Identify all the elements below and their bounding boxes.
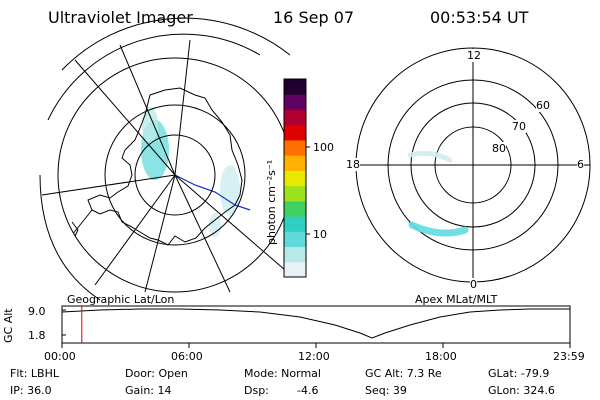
lat-70-label: 70 xyxy=(512,120,526,133)
mlt-6-label: 6 xyxy=(577,158,584,171)
aurora-oval-polar-faint xyxy=(407,150,453,163)
colorbar-stripe xyxy=(284,124,306,141)
orbit-trace xyxy=(174,174,251,211)
gain-info: Gain: 14 xyxy=(125,384,172,397)
seq-info: Seq: 39 xyxy=(365,384,407,397)
colorbar-stripe xyxy=(284,79,306,95)
ip-info: IP: 36.0 xyxy=(10,384,52,397)
aurora-emission-geo-2 xyxy=(142,107,158,143)
mlt-18-label: 18 xyxy=(346,158,360,171)
altitude-axis-label: GC Alt xyxy=(2,308,15,343)
colorbar-stripe xyxy=(284,109,306,126)
color-bar xyxy=(283,78,310,278)
filter-info: Flt: LBHL xyxy=(10,367,59,380)
colorbar-tick-100: 100 xyxy=(313,141,334,154)
time-tick-0: 00:00 xyxy=(44,350,76,363)
glat-info: GLat: -79.9 xyxy=(488,367,550,380)
colorbar-tick-10: 10 xyxy=(313,228,327,241)
colorbar-stripe xyxy=(284,155,306,171)
colorbar-stripe xyxy=(284,261,306,278)
dsp-label: Dsp: xyxy=(244,384,269,397)
lat-80-label: 80 xyxy=(492,142,506,155)
colorbar-stripe xyxy=(284,139,306,156)
colorbar-stripe xyxy=(284,216,306,232)
instrument-title: Ultraviolet Imager xyxy=(48,8,193,27)
date-label: 16 Sep 07 xyxy=(273,8,355,27)
time-label: 00:53:54 UT xyxy=(430,8,529,27)
colorbar-stripe xyxy=(284,246,306,263)
colorbar-stripe xyxy=(284,231,306,248)
lat-60-label: 60 xyxy=(536,99,550,112)
mlt-0-label: 0 xyxy=(470,278,477,291)
antarctica-coastline xyxy=(87,87,243,246)
geo-panel-label: Geographic Lat/Lon xyxy=(67,293,175,306)
time-tick-2: 12:00 xyxy=(298,350,330,363)
mlt-12-label: 12 xyxy=(467,49,481,62)
alt-tick-top: 9.0 xyxy=(28,305,46,318)
door-info: Door: Open xyxy=(125,367,188,380)
altitude-curve xyxy=(61,308,570,339)
time-tick-1: 06:00 xyxy=(171,350,203,363)
time-tick-4: 23:59 xyxy=(553,350,585,363)
aurora-emission-geo-3 xyxy=(220,165,240,215)
dsp-value: -4.6 xyxy=(297,384,319,397)
gc-alt-info: GC Alt: 7.3 Re xyxy=(365,367,442,380)
time-tick-3: 18:00 xyxy=(425,350,457,363)
colorbar-stripe xyxy=(284,94,306,110)
alt-tick-bottom: 1.8 xyxy=(28,329,46,342)
mode-info: Mode: Normal xyxy=(244,367,321,380)
colorbar-stripe xyxy=(284,200,306,217)
aurora-oval-polar xyxy=(408,221,469,237)
glon-info: GLon: 324.6 xyxy=(488,384,555,397)
aurora-emission-geo-4 xyxy=(209,213,221,237)
colorbar-stripe xyxy=(284,185,306,202)
colorbar-stripe xyxy=(284,170,306,187)
apex-panel-label: Apex MLat/MLT xyxy=(415,293,498,306)
